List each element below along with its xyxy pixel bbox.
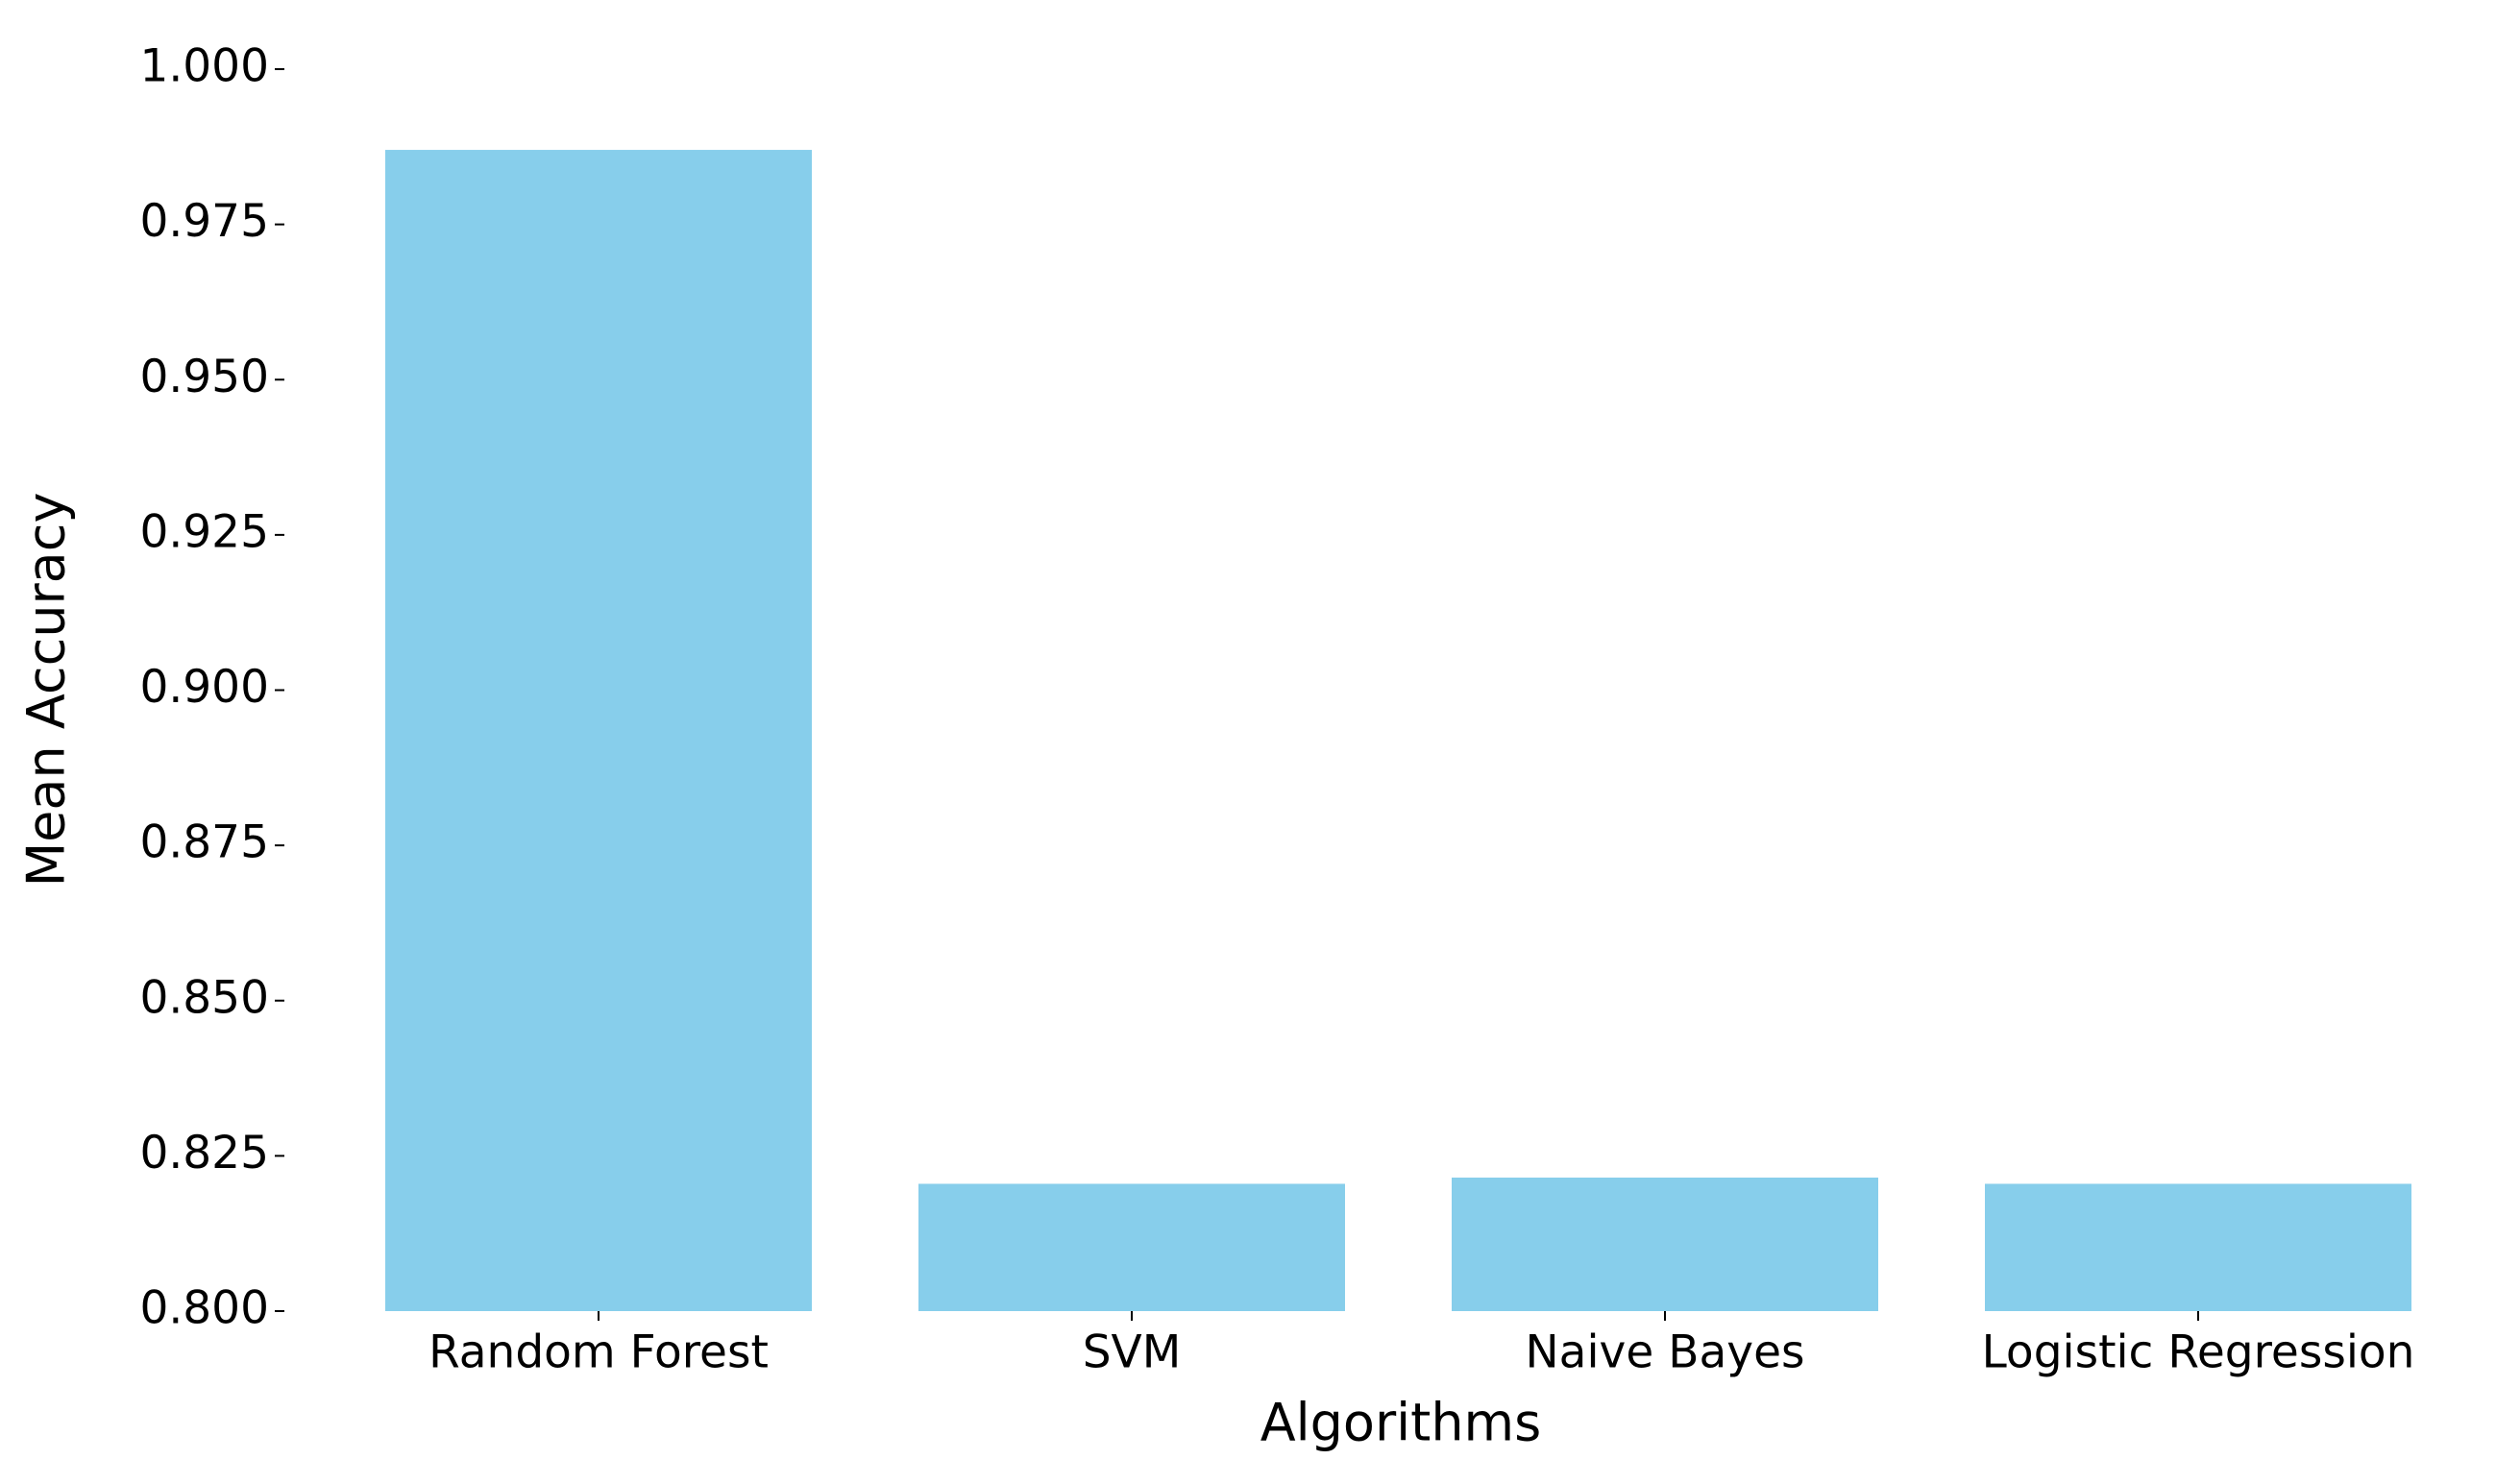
y-tick-label: 0.900 <box>139 661 269 714</box>
x-tick-label: Naive Bayes <box>1526 1326 1805 1379</box>
y-tick-label: 0.850 <box>139 971 269 1024</box>
y-tick-label: 0.800 <box>139 1282 269 1335</box>
y-tick-label: 0.950 <box>139 351 269 403</box>
x-axis-title: Algorithms <box>1260 1393 1542 1453</box>
y-tick-label: 0.875 <box>139 816 269 869</box>
x-tick-label: SVM <box>1083 1326 1182 1379</box>
bar <box>1985 1183 2411 1311</box>
y-tick-label: 1.000 <box>139 40 269 93</box>
bar <box>385 150 812 1311</box>
y-tick-label: 0.825 <box>139 1127 269 1180</box>
y-tick-label: 0.925 <box>139 505 269 558</box>
x-tick-label: Random Forest <box>428 1326 769 1379</box>
bar <box>918 1183 1345 1311</box>
y-tick-label: 0.975 <box>139 195 269 248</box>
bar <box>1452 1178 1878 1311</box>
y-axis-title: Mean Accuracy <box>16 493 77 888</box>
x-tick-label: Logistic Regression <box>1982 1326 2415 1379</box>
